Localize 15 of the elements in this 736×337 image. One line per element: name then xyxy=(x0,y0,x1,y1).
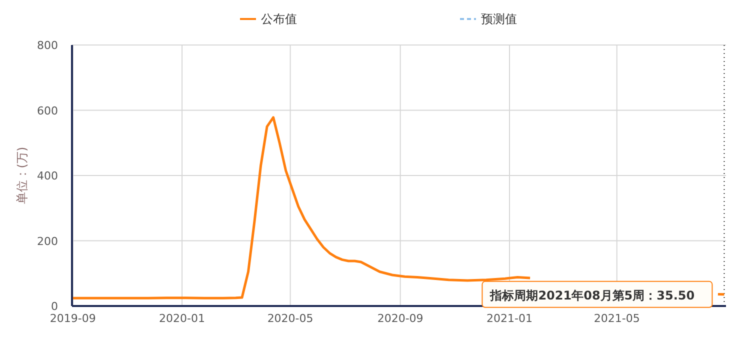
x-tick-label: 2019-09 xyxy=(50,312,96,325)
x-tick-label: 2021-01 xyxy=(486,312,532,325)
legend-label: 公布值 xyxy=(261,12,297,26)
y-axis-title: 单位：(万) xyxy=(15,146,29,204)
y-tick-label: 600 xyxy=(37,104,58,118)
y-tick-label: 0 xyxy=(51,300,58,313)
x-tick-label: 2020-09 xyxy=(377,312,424,325)
x-tick-label: 2020-01 xyxy=(159,312,206,325)
annotation: 指标周期2021年08月第5周：35.50 xyxy=(489,288,695,302)
x-tick-label: 2020-05 xyxy=(267,312,314,325)
legend-label: 预测值 xyxy=(481,12,517,26)
x-tick-label: 2021-05 xyxy=(594,312,640,325)
y-tick-label: 200 xyxy=(37,234,58,248)
y-tick-label: 400 xyxy=(37,170,58,182)
y-tick-label: 800 xyxy=(37,39,58,52)
